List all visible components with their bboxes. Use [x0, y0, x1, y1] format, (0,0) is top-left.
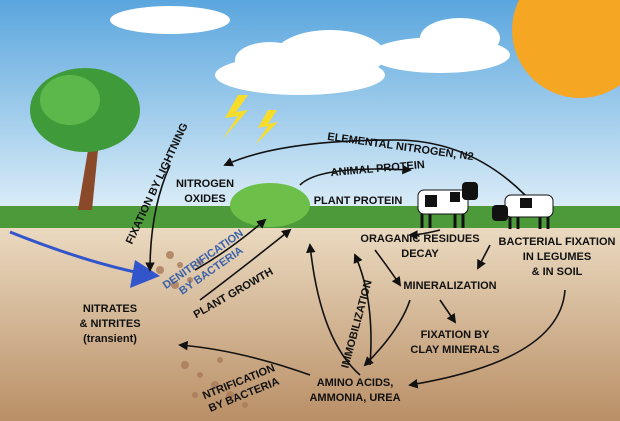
label-line: BACTERIAL FIXATION: [499, 236, 616, 248]
label-line: AMMONIA, UREA: [309, 392, 400, 404]
label-line: DECAY: [401, 248, 439, 260]
label-line: ORAGANIC RESIDUES: [360, 233, 479, 245]
label-line: MINERALIZATION: [403, 280, 496, 292]
label-line: PLANT PROTEIN: [314, 195, 403, 207]
label: PLANT PROTEIN: [314, 195, 403, 207]
label: NITRATES & NITRITES (transient): [79, 303, 140, 345]
label-line: & IN SOIL: [532, 266, 583, 278]
label-line: NITRATES: [83, 303, 137, 315]
label: MINERALIZATION: [403, 280, 496, 292]
bush: [230, 183, 310, 227]
label-line: (transient): [83, 333, 137, 345]
label-line: IN LEGUMES: [523, 251, 591, 263]
label-line: AMINO ACIDS,: [317, 377, 394, 389]
label-line: NITROGEN: [176, 178, 234, 190]
label-line: FIXATION BY: [421, 329, 491, 341]
label-line: CLAY MINERALS: [410, 344, 499, 356]
label-line: & NITRITES: [79, 318, 140, 330]
label-line: OXIDES: [184, 193, 226, 205]
nitrogen-cycle: ELEMENTAL NITROGEN, N2 FIXATION BY LIGHT…: [0, 0, 620, 421]
